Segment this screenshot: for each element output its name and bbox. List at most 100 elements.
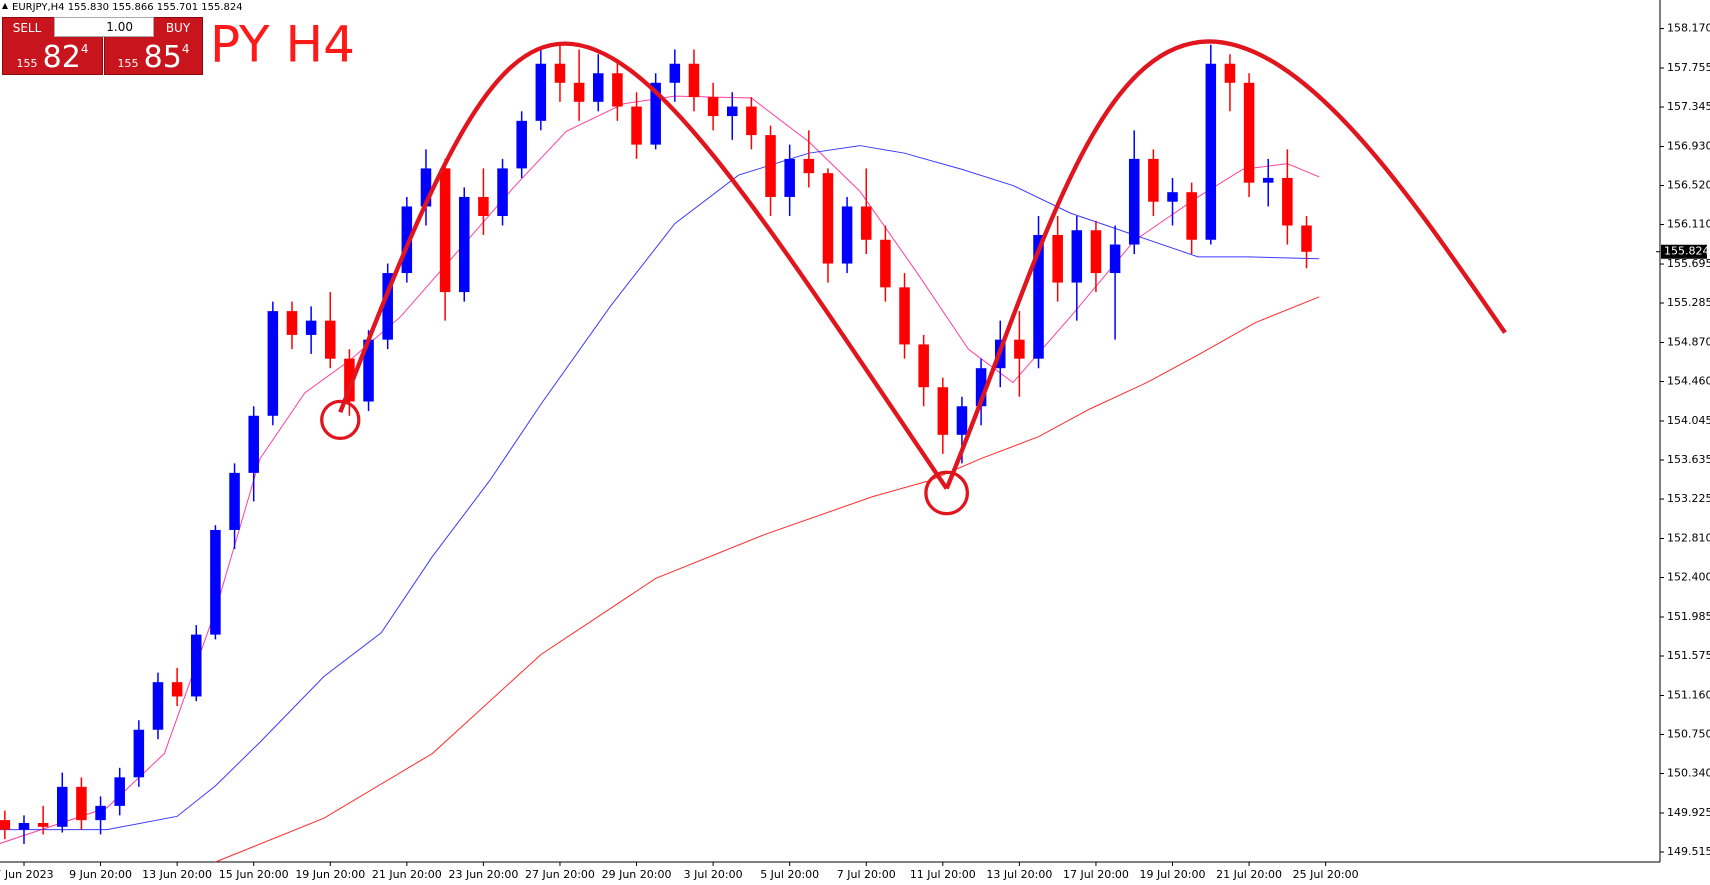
- candle-body: [305, 320, 317, 335]
- candle-body: [439, 168, 451, 293]
- y-tick-label: 156.930: [1667, 140, 1710, 153]
- pips: 85: [143, 40, 182, 75]
- y-tick-label: 157.345: [1667, 100, 1710, 113]
- candle-body: [1262, 177, 1274, 183]
- pattern-circle: [924, 470, 969, 516]
- y-tick-label: 157.755: [1667, 61, 1710, 74]
- x-tick-label: 19 Jun 20:00: [295, 868, 365, 881]
- candle-body: [688, 63, 700, 98]
- chart-title: EURJPY,H4 155.830 155.866 155.701 155.82…: [12, 2, 243, 13]
- last-price-label: 155.824: [1664, 245, 1710, 258]
- candle-body: [1186, 192, 1197, 240]
- x-tick-label: 13 Jul 20:00: [986, 868, 1052, 881]
- candle-body: [133, 729, 145, 778]
- candle-body: [18, 822, 30, 830]
- candle-body: [114, 777, 125, 806]
- candle-body: [76, 786, 87, 821]
- pattern-circle: [320, 399, 361, 441]
- candle-body: [1014, 339, 1025, 359]
- candle-body: [420, 168, 432, 207]
- candle-body: [822, 173, 834, 264]
- y-tick-label: 152.400: [1667, 571, 1710, 584]
- candle-body: [286, 311, 298, 335]
- candle-body: [191, 634, 202, 697]
- candle-body: [803, 158, 815, 174]
- x-tick-label: 3 Jul 20:00: [684, 868, 743, 881]
- candle-body: [248, 415, 259, 473]
- y-tick-label: 151.575: [1667, 649, 1710, 662]
- candle-body: [516, 120, 527, 169]
- candle-body: [784, 158, 795, 197]
- pattern-arc: [338, 41, 949, 490]
- candle-body: [171, 682, 183, 697]
- y-tick-label: 149.925: [1667, 806, 1710, 819]
- y-tick-label: 156.520: [1667, 179, 1710, 192]
- pattern-arc: [944, 39, 1507, 490]
- candle-body: [650, 82, 661, 145]
- moving-average: [0, 95, 1320, 844]
- sell-button[interactable]: SELL: [12, 21, 42, 35]
- buy-button[interactable]: BUY: [165, 21, 191, 35]
- x-tick-label: 11 Jul 20:00: [910, 868, 976, 881]
- candle-body: [1109, 244, 1121, 274]
- y-tick-label: 155.285: [1667, 296, 1710, 309]
- candle-body: [95, 805, 106, 821]
- candle-body: [210, 529, 221, 635]
- candle-body: [841, 206, 853, 264]
- x-tick-label: 17 Jul 20:00: [1063, 868, 1129, 881]
- candle-body: [612, 73, 623, 107]
- candle-body: [1282, 177, 1293, 226]
- collapse-icon[interactable]: [2, 3, 8, 9]
- candle-body: [344, 358, 355, 402]
- candle-body: [497, 168, 508, 216]
- x-tick-label: 21 Jul 20:00: [1216, 868, 1282, 881]
- x-tick-label: 27 Jun 20:00: [525, 868, 595, 881]
- candle-body: [325, 320, 336, 359]
- y-tick-label: 150.340: [1667, 767, 1710, 780]
- candle-body: [267, 311, 279, 416]
- x-tick-label: 15 Jun 20:00: [219, 868, 289, 881]
- x-tick-label: 21 Jun 20:00: [372, 868, 442, 881]
- x-tick-label: 9 Jun 20:00: [69, 868, 132, 881]
- candle-body: [1167, 192, 1178, 202]
- y-tick-label: 150.750: [1667, 728, 1710, 741]
- lot-input[interactable]: 1.00: [54, 17, 154, 37]
- y-tick-label: 152.810: [1667, 532, 1710, 545]
- candle-body: [573, 82, 585, 102]
- candle-body: [1224, 63, 1236, 83]
- candle-body: [0, 820, 11, 830]
- x-tick-label: 13 Jun 20:00: [142, 868, 212, 881]
- y-tick-label: 151.985: [1667, 610, 1710, 623]
- candle-body: [1205, 63, 1217, 240]
- fraction: 4: [80, 42, 89, 56]
- x-tick-label: 5 Jul 20:00: [760, 868, 819, 881]
- moving-average: [215, 296, 1320, 863]
- candle-body: [1090, 230, 1102, 274]
- candle-body: [152, 682, 164, 730]
- buy-price: 155 854: [105, 40, 202, 75]
- y-tick-label: 154.045: [1667, 414, 1710, 427]
- candle-body: [37, 822, 49, 827]
- candle-body: [229, 472, 240, 530]
- y-tick-label: 153.635: [1667, 453, 1710, 466]
- pips: 82: [42, 40, 81, 75]
- candle-body: [918, 344, 929, 388]
- x-tick-label: 7 Jun 2023: [0, 868, 54, 881]
- candle-body: [554, 63, 566, 83]
- chart-annotation: PY H4: [210, 16, 355, 74]
- big-figure: 155: [16, 57, 38, 70]
- x-tick-label: 19 Jul 20:00: [1140, 868, 1206, 881]
- x-tick-label: 29 Jun 20:00: [602, 868, 672, 881]
- candle-body: [880, 239, 891, 288]
- x-tick-label: 23 Jun 20:00: [448, 868, 518, 881]
- big-figure: 155: [117, 57, 139, 70]
- candle-body: [707, 97, 719, 117]
- candle-body: [1033, 235, 1044, 359]
- candle-body: [975, 368, 987, 407]
- candle-body: [363, 339, 374, 402]
- candle-body: [726, 106, 738, 117]
